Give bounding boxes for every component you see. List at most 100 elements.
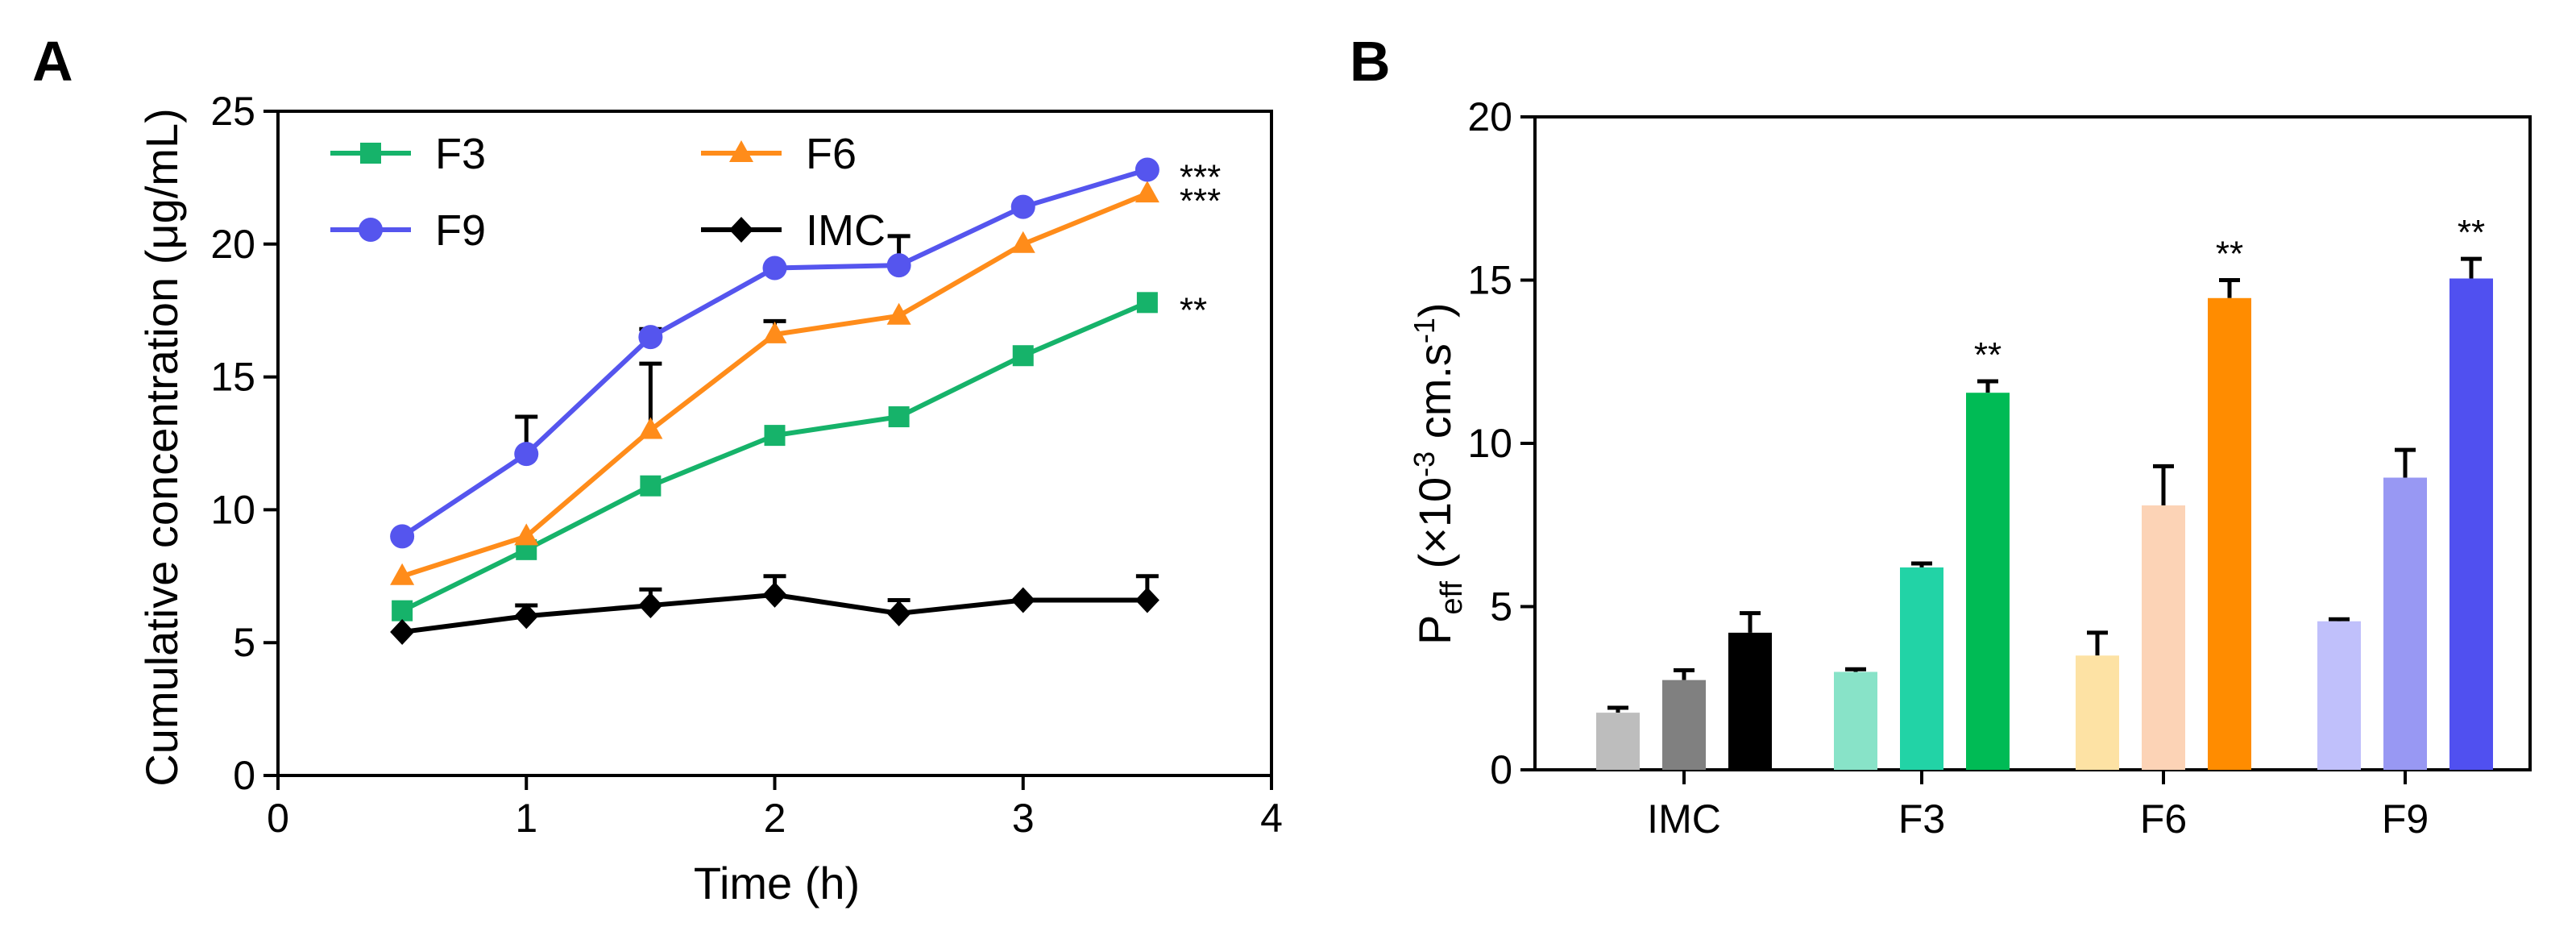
bar-group-f6: ** [2076,235,2251,770]
panel-a-ytick-label: 15 [210,355,255,400]
panel-a-ylabel: Cumulative concentration (μg/mL) [136,108,187,787]
data-point [886,302,911,325]
panel-b-xtick-label: F6 [2140,796,2187,842]
legend-label: F3 [435,130,486,178]
legend-marker [359,218,383,242]
series-line [400,167,1148,538]
data-point [1012,345,1034,367]
legend-item-imc: IMC [701,206,886,255]
data-point [514,603,539,630]
bar [1900,567,1943,770]
series-f9: *** [390,157,1221,549]
panel-a-xlabel: Time (h) [694,858,860,908]
panel-a-legend: F3 F6 F9 IMC [330,130,886,255]
bar [2208,297,2251,770]
panel-b-ytick-label: 10 [1467,421,1512,466]
data-point [886,253,911,278]
legend-marker [729,217,753,243]
bar [2449,278,2493,771]
panel-b-ylabel-rest: (×10 [1409,477,1460,581]
data-point [1135,157,1159,182]
legend-item-f3: F3 [330,130,486,178]
significance-marker: *** [1180,181,1221,221]
panel-a-ytick-label: 5 [233,620,255,665]
panel-a-ytick-label: 25 [210,89,255,134]
bar [1728,632,1772,770]
significance-marker: ** [2458,213,2485,252]
panel-a-xtick-label: 4 [1260,796,1283,841]
bar [1966,393,2010,770]
panel-b-ticks: 0 5 10 15 20 IMC F3 F6 F9 [1467,94,2429,842]
significance-marker: ** [1974,335,2001,375]
panel-a-ytick-label: 10 [210,487,255,532]
bar [2383,477,2427,770]
series-f3: ** [392,290,1207,622]
data-point [1136,292,1158,314]
data-point [638,325,663,350]
panel-b-ylabel-units: cm.s [1409,343,1460,451]
panel-a-ytick-label: 0 [233,753,255,798]
panel-a-series: ******** [390,157,1221,646]
bar [1596,713,1640,770]
panel-b-ylabel-sup1: -3 [1408,451,1441,477]
panel-b-bars: ** ** ** [1596,213,2493,771]
panel-b-ytick-label: 5 [1490,584,1512,630]
data-point [888,406,910,428]
data-point [1135,587,1159,613]
panel-b-ylabel-close: ) [1409,302,1460,318]
legend-marker [360,143,381,164]
panel-b-ylabel-sub: eff [1435,581,1469,615]
legend-label: F6 [806,130,857,178]
bar-group-f3: ** [1834,335,2010,770]
data-point [640,475,662,497]
legend-item-f9: F9 [330,206,486,255]
data-point [390,619,415,646]
legend-label: IMC [806,206,886,255]
data-point [1010,194,1035,219]
significance-marker: ** [1180,290,1207,330]
series-f6: *** [390,181,1221,585]
data-point [514,442,539,467]
panel-a: A Cumulative concentration (μg/mL) Time … [32,30,1283,908]
panel-b-xtick-label: IMC [1647,796,1721,842]
panel-b-ytick-label: 0 [1490,747,1512,792]
panel-a-letter: A [32,30,73,93]
series-line [400,300,1149,613]
bar-group-imc [1596,611,1772,770]
panel-b-ytick-label: 15 [1467,258,1512,303]
data-point [762,256,787,281]
data-point [514,523,539,546]
legend-item-f6: F6 [701,130,857,178]
panel-a-xtick-label: 2 [764,796,786,841]
series-imc [390,574,1159,646]
data-point [886,600,911,626]
panel-b-ylabel: Peff (×10-3 cm.s-1) [1408,302,1469,645]
data-point [392,600,413,622]
data-point [390,524,415,549]
panel-b-ytick-label: 20 [1467,94,1512,139]
panel-b-ylabel-sup2: -1 [1408,318,1441,343]
legend-marker [729,140,753,162]
panel-a-ticks: 0 5 10 15 20 25 0 1 2 3 4 [210,89,1283,841]
bar [2317,621,2361,770]
data-point [1010,587,1035,613]
bar-group-f9: ** [2317,213,2493,771]
data-point [638,592,663,619]
significance-marker: *** [1180,158,1221,197]
panel-b-xtick-label: F3 [1898,796,1945,842]
series-line [401,191,1149,579]
data-point [638,417,663,439]
panel-a-xtick-label: 1 [515,796,537,841]
data-point [1010,231,1035,253]
panel-a-xtick-label: 3 [1012,796,1035,841]
data-point [762,321,787,343]
panel-b-xtick-label: F9 [2382,796,2429,842]
bar [2142,505,2185,770]
panel-b-letter: B [1350,30,1391,93]
bar [1834,671,1877,770]
significance-marker: ** [2216,235,2243,274]
panel-b-ylabel-main: P [1409,615,1460,645]
legend-label: F9 [435,206,486,255]
